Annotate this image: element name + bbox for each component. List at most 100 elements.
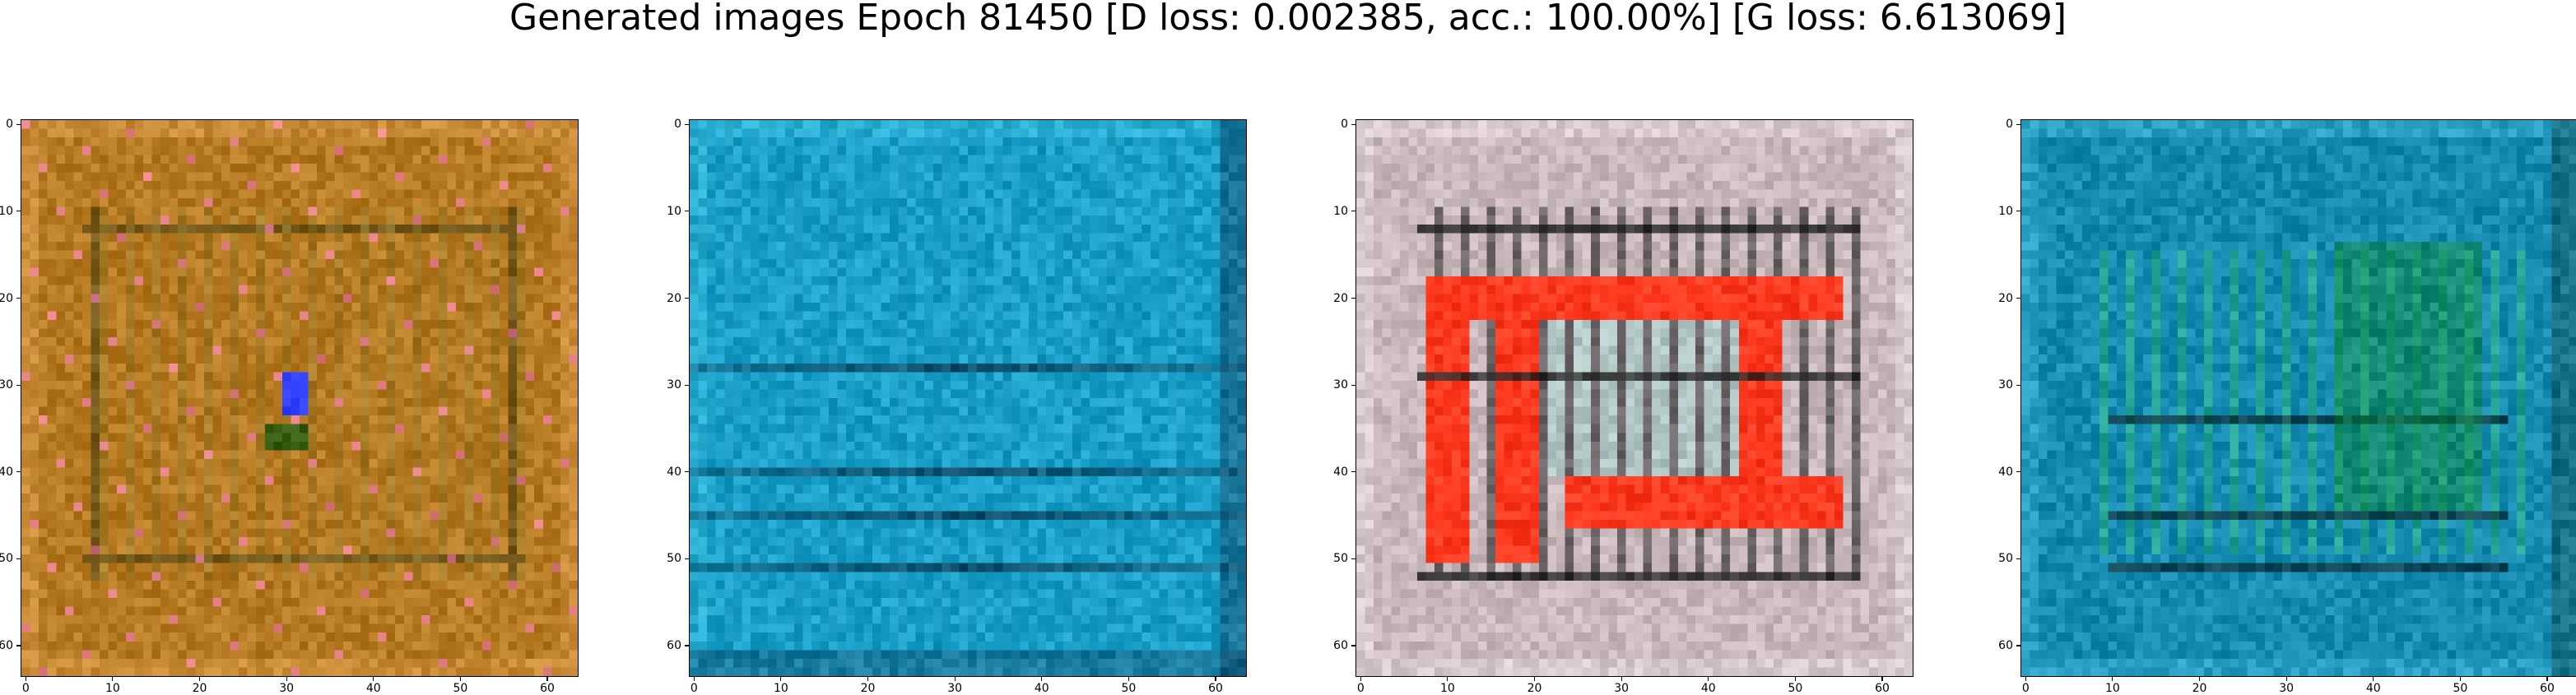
y-tick-label: 40 (1998, 465, 2013, 479)
x-tick (286, 676, 287, 681)
x-tick-label: 0 (21, 682, 30, 695)
y-tick (2016, 384, 2021, 386)
x-tick-label: 60 (2540, 682, 2555, 695)
y-tick (1351, 384, 1356, 386)
y-tick-label: 60 (1998, 639, 2013, 653)
x-tick-label: 40 (2365, 682, 2381, 695)
y-tick-label: 20 (1333, 291, 1348, 305)
x-tick (1447, 676, 1448, 681)
y-tick-label: 60 (667, 639, 681, 653)
y-tick-label: 0 (1341, 118, 1348, 132)
y-tick-label: 30 (1333, 378, 1348, 392)
x-tick-label: 60 (540, 682, 555, 695)
x-tick (1360, 676, 1361, 681)
y-tick (16, 558, 21, 559)
x-tick-label: 50 (1121, 682, 1137, 695)
x-tick-label: 20 (192, 682, 207, 695)
x-tick-label: 60 (1875, 682, 1890, 695)
x-tick-label: 30 (947, 682, 963, 695)
x-tick-label: 20 (1527, 682, 1542, 695)
generated-image-4 (2020, 119, 2576, 677)
x-tick (2198, 676, 2201, 681)
y-tick (685, 471, 690, 473)
x-tick-label: 60 (1208, 682, 1223, 695)
y-tick-label: 10 (667, 204, 681, 218)
y-tick (2016, 297, 2021, 299)
x-tick-label: 30 (2279, 682, 2295, 695)
y-tick (1351, 558, 1356, 559)
image-panel-1: 0 10 20 30 40 50 60 0 10 20 30 40 50 60 (0, 107, 579, 694)
x-tick (459, 676, 461, 681)
generated-image-1 (21, 119, 579, 677)
x-tick-label: 40 (365, 682, 381, 695)
x-tick (2285, 676, 2287, 681)
x-tick (546, 676, 548, 681)
x-tick (373, 676, 374, 681)
y-tick (16, 123, 21, 125)
y-tick-label: 40 (667, 465, 681, 479)
y-tick-label: 50 (0, 552, 13, 566)
x-tick (2025, 676, 2026, 681)
y-tick (685, 123, 690, 125)
y-tick (2016, 645, 2021, 646)
x-tick-label: 10 (105, 682, 120, 695)
y-tick-label: 10 (1998, 204, 2013, 218)
image-panel-3: 0 10 20 30 40 50 60 0 10 20 30 40 50 60 (1333, 107, 1913, 694)
image-panel-2: 0 10 20 30 40 50 60 0 10 20 30 40 50 60 (667, 107, 1247, 694)
x-tick (1794, 676, 1796, 681)
x-tick-label: 10 (773, 682, 788, 695)
x-tick (867, 676, 869, 681)
x-tick (198, 676, 201, 681)
x-tick (693, 676, 695, 681)
x-tick (112, 676, 114, 681)
y-tick (2016, 558, 2021, 559)
generated-image-2 (689, 119, 1247, 677)
x-tick (2373, 676, 2374, 681)
x-tick-label: 50 (2453, 682, 2468, 695)
y-tick-label: 10 (0, 204, 13, 218)
y-tick (16, 471, 21, 473)
x-tick-label: 40 (1700, 682, 1716, 695)
x-tick-label: 20 (2192, 682, 2207, 695)
x-tick (1128, 676, 1129, 681)
y-tick (16, 645, 21, 646)
generated-image-3 (1355, 119, 1913, 677)
y-tick (1351, 645, 1356, 646)
x-tick (2546, 676, 2548, 681)
y-tick (685, 645, 690, 646)
x-tick-label: 0 (1356, 682, 1365, 695)
x-tick-label: 10 (1439, 682, 1455, 695)
x-tick (1533, 676, 1536, 681)
y-tick (1351, 471, 1356, 473)
y-tick-label: 50 (667, 552, 681, 566)
figure-title: Generated images Epoch 81450 [D loss: 0.… (509, 0, 2067, 39)
y-tick-label: 60 (1333, 639, 1348, 653)
x-tick (2112, 676, 2113, 681)
x-tick-label: 50 (1788, 682, 1803, 695)
x-tick-label: 40 (1034, 682, 1049, 695)
y-tick-label: 30 (667, 378, 681, 392)
y-tick-label: 0 (6, 118, 13, 132)
x-tick-label: 30 (1614, 682, 1630, 695)
y-tick (685, 384, 690, 386)
y-tick (16, 297, 21, 299)
x-tick-label: 0 (2021, 682, 2030, 695)
image-panel-4: 0 10 20 30 40 50 60 0 10 20 30 40 50 60 (1998, 107, 2576, 694)
x-tick (1041, 676, 1043, 681)
y-tick-label: 20 (1998, 291, 2013, 305)
y-tick (1351, 123, 1356, 125)
x-tick-label: 50 (453, 682, 468, 695)
y-tick (1351, 297, 1356, 299)
y-tick (685, 297, 690, 299)
y-tick (16, 384, 21, 386)
x-tick-label: 0 (690, 682, 698, 695)
x-tick (954, 676, 956, 681)
y-tick-label: 60 (0, 639, 13, 653)
x-tick (1881, 676, 1883, 681)
y-tick-label: 20 (667, 291, 681, 305)
y-tick-label: 40 (0, 465, 13, 479)
y-tick-label: 30 (0, 378, 13, 392)
y-tick-label: 40 (1333, 465, 1348, 479)
x-tick (1620, 676, 1622, 681)
x-tick-label: 30 (279, 682, 295, 695)
